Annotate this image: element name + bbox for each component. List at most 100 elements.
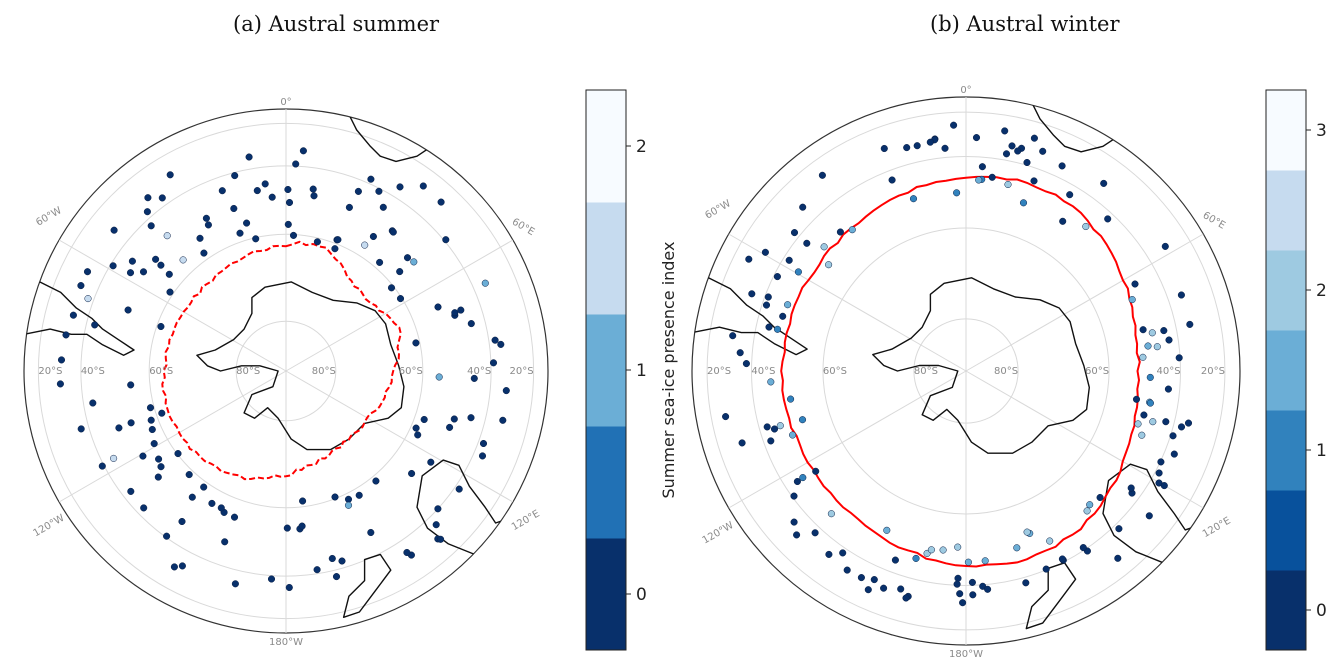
observation-point bbox=[1046, 537, 1054, 545]
observation-point bbox=[1059, 217, 1067, 225]
label-lat-right: 80°S bbox=[312, 366, 336, 377]
observation-point bbox=[939, 546, 947, 554]
observation-point bbox=[773, 273, 781, 281]
observation-point bbox=[848, 226, 856, 234]
colorbar-summer-swatch bbox=[586, 426, 626, 539]
observation-point bbox=[344, 495, 353, 503]
observation-point bbox=[1096, 493, 1104, 502]
colorbar-winter-frame bbox=[1265, 89, 1307, 651]
observation-point bbox=[442, 236, 450, 244]
observation-point bbox=[1149, 418, 1157, 426]
label-180w: 180°W bbox=[269, 637, 303, 648]
observation-point bbox=[437, 198, 445, 206]
observation-point bbox=[344, 501, 353, 509]
colorbar-summer-swatch bbox=[586, 90, 626, 203]
observation-point bbox=[1177, 291, 1185, 299]
observation-point bbox=[127, 381, 135, 389]
observation-point bbox=[313, 238, 321, 246]
observation-point bbox=[803, 239, 811, 247]
observation-point bbox=[345, 203, 353, 211]
label-60w: 60°W bbox=[34, 205, 64, 228]
observation-point bbox=[110, 454, 118, 462]
label-lat-left: 60°S bbox=[149, 366, 173, 377]
observation-point bbox=[157, 463, 165, 471]
observation-point bbox=[913, 142, 921, 150]
observation-point bbox=[1014, 147, 1022, 155]
observation-point bbox=[451, 309, 459, 317]
observation-point bbox=[1146, 399, 1154, 407]
observation-point bbox=[231, 580, 239, 588]
observation-point bbox=[437, 535, 445, 543]
colorbar-winter-tick-label: 2 bbox=[1316, 281, 1327, 301]
panel-b-title: (b) Austral winter bbox=[930, 12, 1120, 36]
observation-point bbox=[470, 374, 478, 382]
observation-point bbox=[331, 245, 339, 253]
observation-point bbox=[969, 591, 977, 599]
observation-point bbox=[903, 144, 911, 152]
observation-point bbox=[1079, 544, 1087, 552]
observation-point bbox=[909, 195, 918, 203]
observation-point bbox=[148, 425, 156, 434]
observation-point bbox=[1165, 336, 1173, 344]
observation-point bbox=[981, 557, 989, 565]
observation-point bbox=[790, 229, 799, 237]
observation-point bbox=[150, 440, 158, 448]
observation-point bbox=[1177, 423, 1186, 431]
label-120e: 120°E bbox=[1201, 515, 1233, 540]
observation-point bbox=[926, 138, 934, 146]
observation-point bbox=[870, 576, 878, 584]
observation-point bbox=[261, 180, 269, 188]
observation-point bbox=[396, 295, 405, 303]
observation-point bbox=[396, 183, 404, 191]
colorbar-winter-swatch bbox=[1266, 570, 1306, 651]
colorbar-winter-tick-label: 1 bbox=[1316, 441, 1327, 461]
observation-point bbox=[1039, 147, 1047, 155]
observation-point bbox=[764, 293, 772, 301]
observation-point bbox=[827, 510, 835, 518]
observation-point bbox=[178, 517, 186, 526]
observation-point bbox=[243, 219, 251, 227]
label-lat-left: 80°S bbox=[236, 366, 260, 377]
observation-point bbox=[163, 532, 171, 540]
observation-point bbox=[354, 187, 362, 195]
observation-point bbox=[1013, 544, 1021, 552]
colorbar-summer-label: Summer sea-ice presence index bbox=[659, 242, 678, 499]
observation-point bbox=[1001, 127, 1009, 135]
observation-point bbox=[62, 331, 70, 339]
colorbar-summer-tick-label: 2 bbox=[636, 137, 647, 157]
observation-point bbox=[403, 254, 412, 262]
observation-point bbox=[1030, 177, 1038, 185]
observation-point bbox=[196, 234, 204, 242]
observation-point bbox=[729, 332, 737, 340]
observation-point bbox=[975, 176, 983, 184]
colorbar-winter-swatch bbox=[1266, 90, 1306, 171]
observation-point bbox=[375, 187, 383, 195]
observation-point bbox=[1030, 134, 1038, 142]
observation-point bbox=[185, 471, 193, 479]
observation-point bbox=[457, 306, 465, 314]
observation-point bbox=[984, 585, 992, 593]
observation-point bbox=[1164, 385, 1172, 393]
observation-point bbox=[880, 584, 888, 592]
label-0: 0° bbox=[280, 97, 291, 108]
new-zealand-coast bbox=[342, 553, 392, 618]
label-120e: 120°E bbox=[510, 508, 542, 533]
observation-point bbox=[155, 455, 163, 463]
label-lat-left: 20°S bbox=[38, 366, 62, 377]
observation-point bbox=[163, 232, 171, 240]
observation-point bbox=[154, 473, 162, 481]
observation-point bbox=[299, 147, 307, 155]
panel-a-title: (a) Austral summer bbox=[233, 12, 440, 36]
observation-point bbox=[964, 558, 972, 566]
observation-point bbox=[978, 163, 986, 171]
observation-point bbox=[110, 226, 118, 234]
observation-point bbox=[56, 380, 64, 388]
observation-point bbox=[369, 232, 377, 241]
colorbar-winter-swatch bbox=[1266, 330, 1306, 411]
observation-point bbox=[427, 458, 435, 466]
observation-point bbox=[1139, 326, 1147, 334]
observation-point bbox=[57, 356, 66, 364]
observation-point bbox=[1160, 327, 1168, 335]
observation-point bbox=[502, 387, 510, 395]
observation-point bbox=[332, 573, 341, 581]
